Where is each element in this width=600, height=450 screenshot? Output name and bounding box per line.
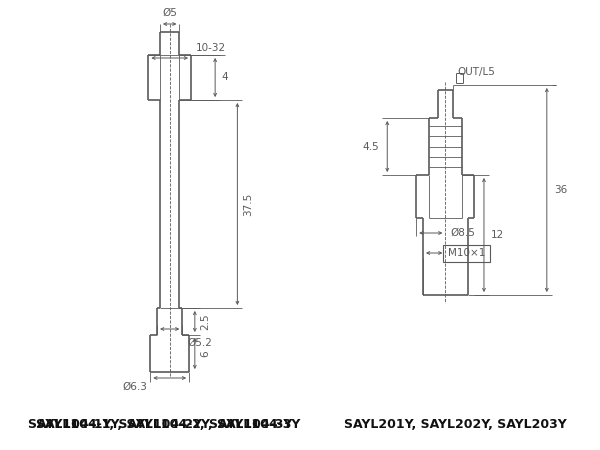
Text: 4: 4 (222, 72, 229, 82)
Text: Ø5: Ø5 (162, 8, 177, 18)
Text: Ø6.3: Ø6.3 (122, 382, 148, 392)
Text: 6: 6 (200, 350, 211, 357)
Text: Ø5.2: Ø5.2 (187, 338, 212, 348)
Text: 12: 12 (491, 230, 504, 240)
Text: OUT/L5: OUT/L5 (458, 67, 496, 77)
Text: 4.5: 4.5 (363, 141, 380, 152)
Text: 36: 36 (554, 185, 568, 195)
Text: 10-32: 10-32 (196, 43, 226, 53)
Bar (443, 244, 490, 261)
Text: SAYL104-1Y, SAYL104-2Y, SAYL104-3Y: SAYL104-1Y, SAYL104-2Y, SAYL104-3Y (35, 418, 300, 432)
Text: 2.5: 2.5 (200, 313, 211, 330)
Text: 37.5: 37.5 (243, 193, 253, 216)
Text: SAYL201Y, SAYL202Y, SAYL203Y: SAYL201Y, SAYL202Y, SAYL203Y (344, 418, 566, 432)
Text: SAYL104-1Y, SAYL104-2Y, SAYL104-3Y: SAYL104-1Y, SAYL104-2Y, SAYL104-3Y (28, 418, 292, 432)
Text: Ø8.5: Ø8.5 (450, 228, 475, 238)
Text: M10×1: M10×1 (448, 248, 485, 258)
